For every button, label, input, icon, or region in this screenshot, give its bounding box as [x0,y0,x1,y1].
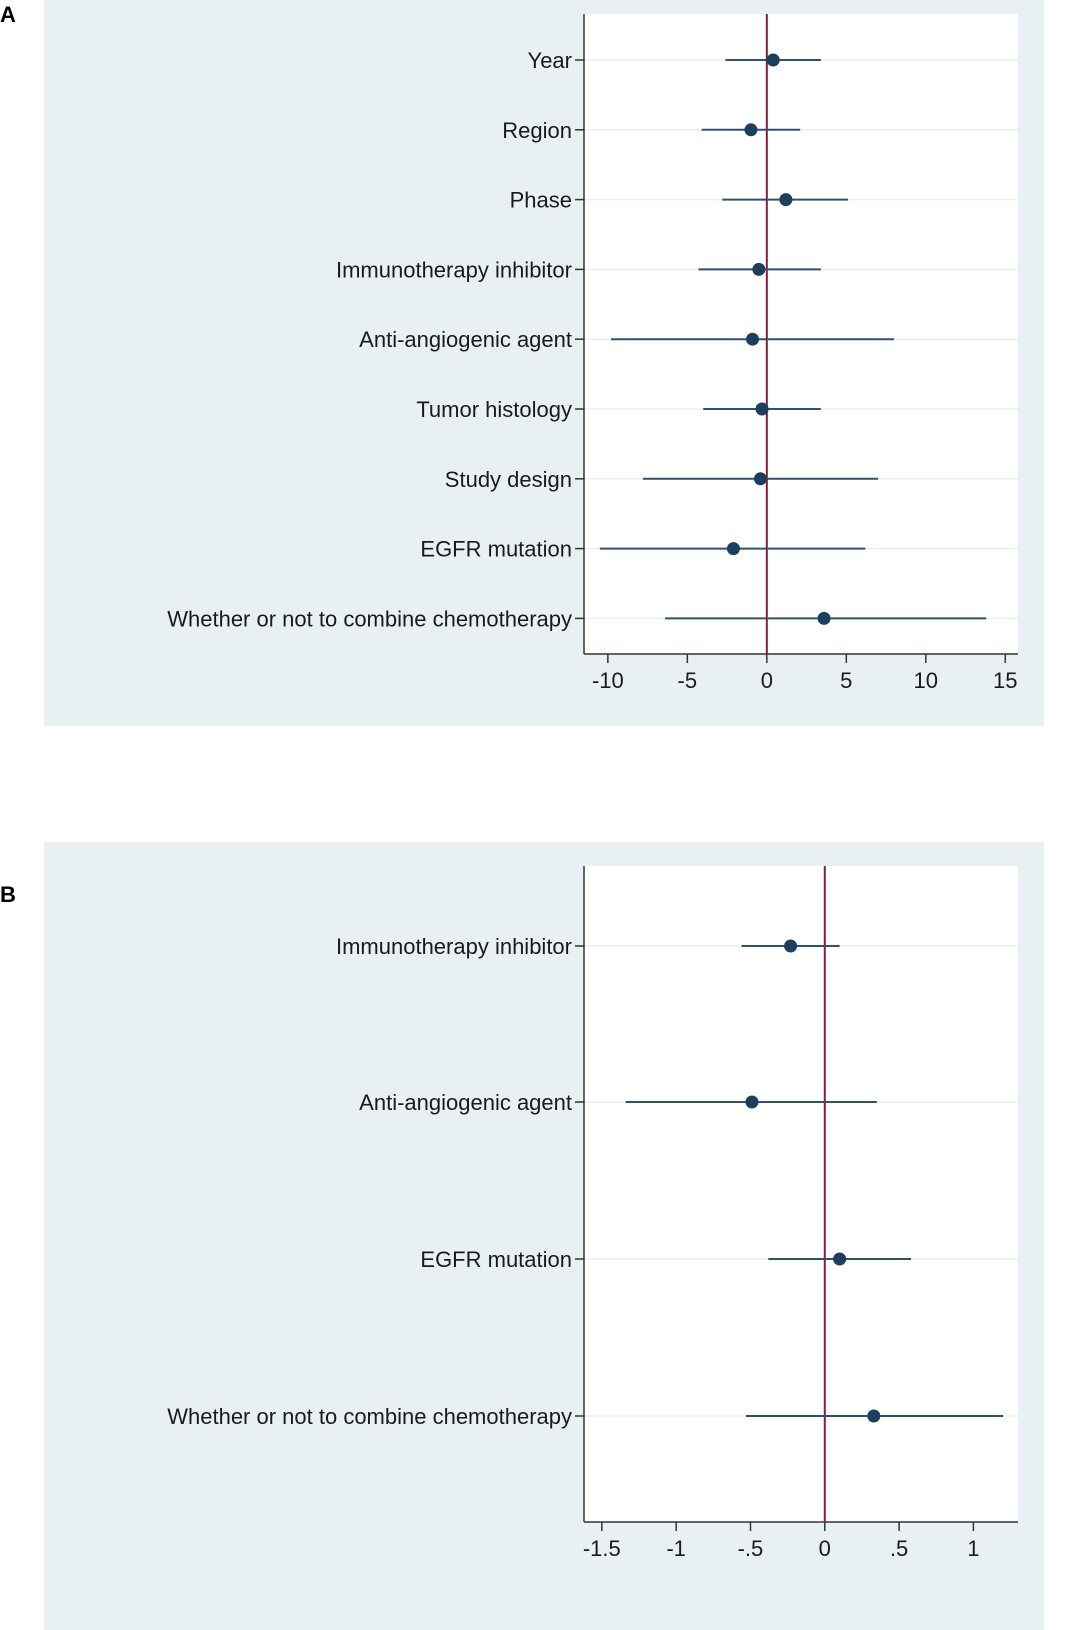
plot-area [584,14,1018,654]
category-label: Year [528,48,572,73]
panel-letter-a: A [0,2,16,27]
category-label: Study design [445,467,572,492]
estimate-point [752,262,766,276]
estimate-point [867,1409,881,1423]
x-tick-label: -5 [678,668,698,693]
x-tick-label: -1.5 [583,1536,621,1561]
category-label: EGFR mutation [420,1247,572,1272]
estimate-point [746,332,760,346]
estimate-point [726,542,740,556]
estimate-point [755,402,769,416]
estimate-point [817,611,831,625]
category-label: Whether or not to combine chemotherapy [167,1404,572,1429]
estimate-point [744,123,758,137]
panel-letter-b: B [0,882,16,907]
x-tick-label: -1 [666,1536,686,1561]
estimate-point [784,939,798,953]
estimate-point [833,1252,847,1266]
category-label: EGFR mutation [420,537,572,562]
x-tick-label: -.5 [738,1536,764,1561]
category-label: Immunotherapy inhibitor [336,934,572,959]
category-label: Anti-angiogenic agent [359,327,572,352]
x-tick-label: 0 [761,668,773,693]
category-label: Anti-angiogenic agent [359,1090,572,1115]
plot-area [584,866,1018,1522]
estimate-point [745,1095,759,1109]
estimate-point [766,53,780,67]
category-label: Immunotherapy inhibitor [336,257,572,282]
category-label: Whether or not to combine chemotherapy [167,606,572,631]
x-tick-label: 15 [993,668,1017,693]
estimate-point [753,472,767,486]
category-label: Phase [510,188,572,213]
x-tick-label: -10 [592,668,624,693]
category-label: Tumor histology [416,397,572,422]
estimate-point [779,193,793,207]
x-tick-label: 1 [967,1536,979,1561]
x-tick-label: 0 [819,1536,831,1561]
x-tick-label: .5 [890,1536,908,1561]
x-tick-label: 10 [914,668,938,693]
category-label: Region [502,118,572,143]
x-tick-label: 5 [840,668,852,693]
